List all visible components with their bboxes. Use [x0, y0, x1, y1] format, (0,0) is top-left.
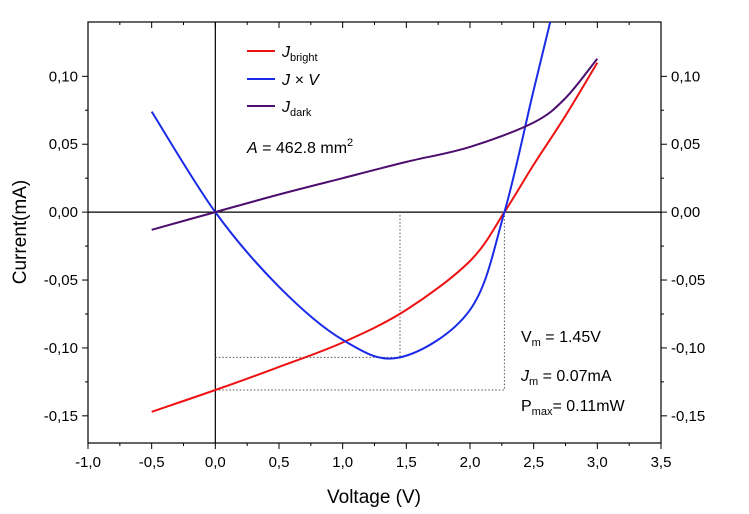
y-right-tick-label: -0,15: [671, 408, 705, 425]
x-tick-label: 1,0: [332, 454, 353, 471]
y-right-tick-label: 0,10: [671, 68, 700, 85]
series-jdark-line: [151, 58, 599, 231]
y-right-tick-label: 0,00: [671, 204, 700, 221]
annotation-vm: Vm = 1.45V: [521, 329, 601, 349]
x-tick-label: 3,5: [651, 454, 672, 471]
y-right-tick-label: 0,05: [671, 136, 700, 153]
guide-line-1: [215, 212, 505, 391]
x-tick-label: -0,5: [139, 454, 165, 471]
annotation-area: A = 462.8 mm2: [246, 137, 353, 157]
y-tick-label: -0,10: [44, 340, 78, 357]
series-jxv-line: [150, 22, 552, 360]
y-tick-label: 0,05: [49, 136, 78, 153]
series-curves: [150, 22, 599, 413]
guide-lines: [215, 212, 505, 391]
annotation-jm: Jm = 0.07mA: [520, 368, 612, 388]
y-axis-title: Current(mA): [10, 180, 31, 285]
legend-label-jbright: Jbright: [281, 44, 318, 64]
legend: Jbright J × V Jdark: [247, 44, 320, 119]
axis-zero-lines: [88, 22, 661, 443]
axis-ticks: [82, 22, 667, 449]
y-right-tick-label: -0,05: [671, 272, 705, 289]
y-tick-label: 0,10: [49, 68, 78, 85]
legend-label-jxv: J × V: [281, 72, 320, 89]
x-tick-label: 2,5: [523, 454, 544, 471]
y-tick-label: -0,05: [44, 272, 78, 289]
x-tick-label: 1,5: [396, 454, 417, 471]
tick-labels: -1,0 -0,5 0,0 0,5 1,0 1,5 2,0 2,5 3,0 3,5 0,10 0,10…: [44, 68, 705, 471]
x-tick-label: 2,0: [460, 454, 481, 471]
annotation-pmax: Pmax= 0.11mW: [521, 398, 626, 418]
y-right-tick-label: -0,10: [671, 340, 705, 357]
x-axis-title: Voltage (V): [327, 487, 421, 508]
series-jbright-line: [151, 62, 599, 413]
x-tick-label: 0,0: [205, 454, 226, 471]
legend-label-jdark: Jdark: [281, 99, 312, 119]
y-tick-label: -0,15: [44, 408, 78, 425]
guide-line-0: [215, 212, 401, 358]
x-tick-label: 0,5: [269, 454, 290, 471]
x-tick-label: -1,0: [75, 454, 101, 471]
y-tick-label: 0,00: [49, 204, 78, 221]
x-tick-label: 3,0: [587, 454, 608, 471]
